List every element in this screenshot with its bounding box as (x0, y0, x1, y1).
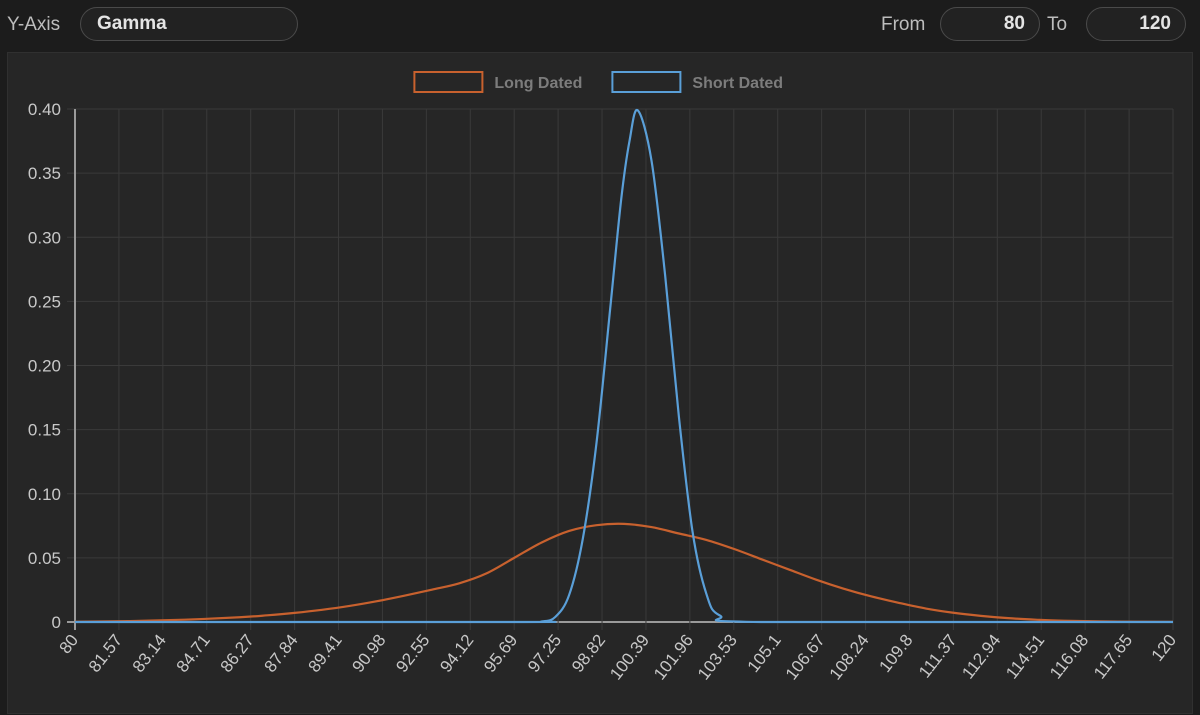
x-tick-label: 89.41 (305, 631, 346, 676)
x-tick-label: 86.27 (217, 631, 258, 676)
y-axis-select[interactable]: Gamma (80, 7, 298, 41)
y-tick-label: 0.35 (28, 164, 61, 183)
y-tick-label: 0.30 (28, 228, 61, 247)
x-tick-label: 84.71 (173, 631, 214, 676)
y-tick-label: 0.20 (28, 357, 61, 376)
y-tick-label: 0.15 (28, 421, 61, 440)
x-tick-label: 81.57 (85, 631, 126, 676)
from-input[interactable]: 80 (940, 7, 1040, 41)
legend-label-long-dated[interactable]: Long Dated (494, 75, 582, 92)
y-tick-label: 0.10 (28, 485, 61, 504)
x-tick-label: 83.14 (129, 631, 170, 676)
x-tick-label: 112.94 (958, 631, 1004, 683)
to-label: To (1047, 14, 1068, 35)
toolbar: Y-Axis Gamma From 80 To 120 (0, 0, 1200, 52)
chart-legend: Long Dated Short Dated (413, 71, 783, 93)
x-tick-label: 106.67 (782, 631, 829, 684)
to-input[interactable]: 120 (1086, 7, 1186, 41)
x-tick-label: 94.12 (436, 631, 477, 676)
x-tick-label: 111.37 (915, 631, 960, 682)
x-tick-label: 103.53 (694, 631, 741, 684)
legend-swatch-short-dated[interactable] (611, 71, 682, 93)
x-axis-ticks: 80 81.57 83.14 84.71 86.27 87.84 89.41 90.98 92.… (56, 631, 1181, 684)
x-tick-label: 101.96 (650, 631, 697, 684)
chart-lines (74, 108, 1174, 624)
x-tick-label: 100.39 (606, 631, 653, 684)
x-tick-label: 117.65 (1090, 631, 1136, 683)
y-tick-label: 0.05 (28, 549, 61, 568)
y-tick-label: 0.40 (28, 100, 61, 119)
x-tick-label: 97.25 (524, 631, 565, 676)
x-tick-label: 108.24 (826, 631, 873, 684)
y-tick-label: 0.25 (28, 292, 61, 311)
x-tick-label: 80 (56, 631, 83, 658)
y-tick-label: 0 (52, 613, 61, 632)
x-tick-label: 90.98 (348, 631, 389, 676)
x-tick-label: 109.8 (875, 631, 916, 676)
x-tick-label: 105.1 (744, 631, 785, 676)
chart-panel: 0 0.05 0.10 0.15 0.20 0.25 0.30 0.35 0.40 80 81.5… (7, 52, 1193, 714)
legend-label-short-dated[interactable]: Short Dated (692, 75, 783, 92)
chart-grid (67, 108, 1174, 630)
x-tick-label: 114.51 (1002, 631, 1048, 683)
x-tick-label: 92.55 (392, 631, 433, 676)
x-tick-label: 87.84 (261, 631, 302, 676)
y-axis-ticks: 0 0.05 0.10 0.15 0.20 0.25 0.30 0.35 0.40 (28, 100, 61, 632)
long-dated-line (74, 522, 1174, 623)
from-label: From (881, 14, 926, 35)
x-tick-label: 120 (1148, 631, 1180, 665)
legend-swatch-long-dated[interactable] (413, 71, 484, 93)
short-dated-line (75, 108, 1173, 624)
x-tick-label: 116.08 (1046, 631, 1092, 683)
x-tick-label: 98.82 (568, 631, 609, 676)
y-axis-label: Y-Axis (7, 14, 61, 35)
x-tick-label: 95.69 (480, 631, 521, 676)
gamma-chart: 0 0.05 0.10 0.15 0.20 0.25 0.30 0.35 0.40 80 81.5… (28, 71, 1181, 684)
